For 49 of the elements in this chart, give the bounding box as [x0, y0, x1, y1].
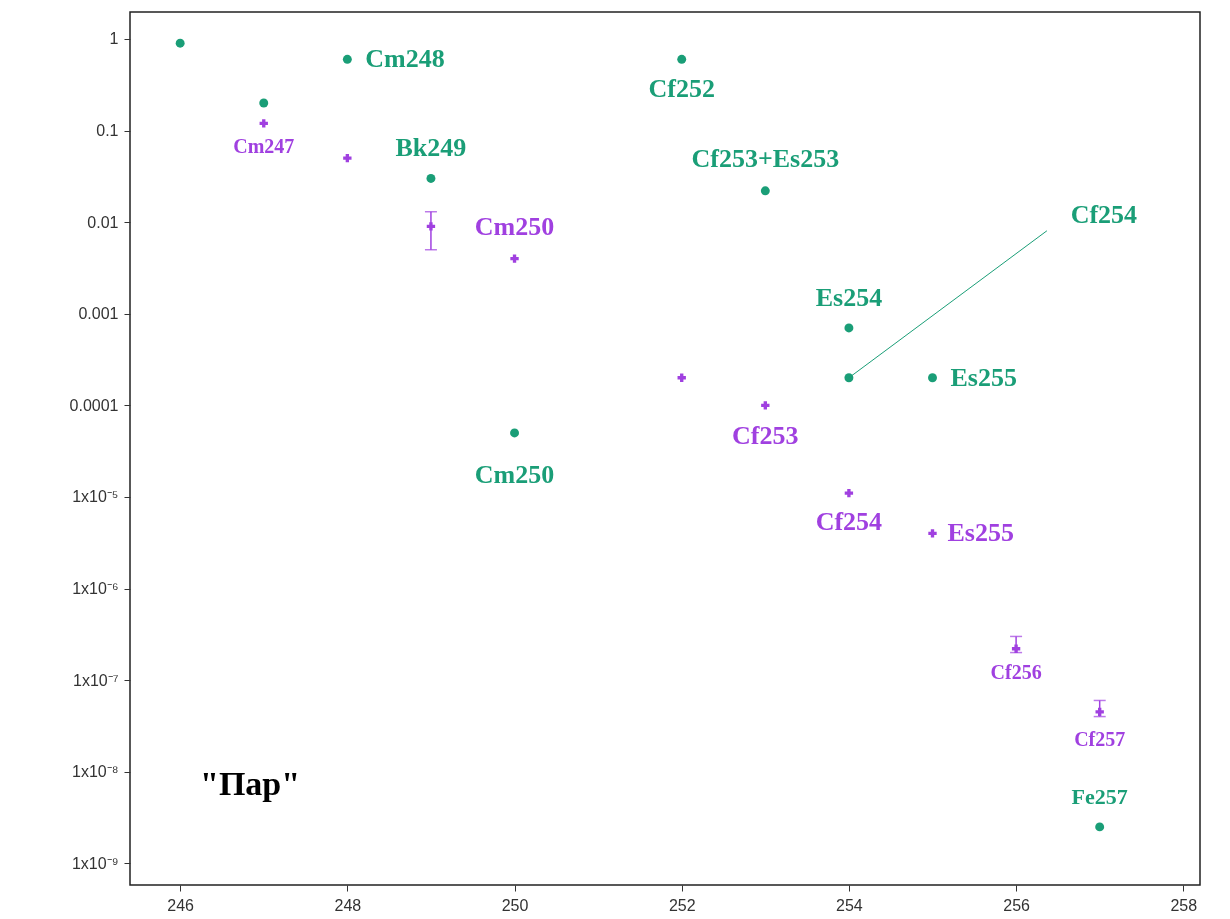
- point: [1095, 822, 1105, 832]
- point: [510, 254, 519, 263]
- point: [760, 186, 770, 196]
- x-tick-label: 252: [668, 896, 696, 914]
- y-tick-label: 0.1: [96, 122, 119, 140]
- annotation: Cf253: [732, 421, 799, 451]
- point: [844, 323, 854, 333]
- point: [928, 373, 937, 383]
- point: [259, 98, 269, 108]
- point: [761, 401, 770, 410]
- x-tick-label: 248: [334, 896, 362, 914]
- annotation: Cm248: [365, 44, 445, 74]
- x-tick-label: 254: [836, 896, 863, 914]
- annotation: Cf256: [990, 660, 1042, 683]
- annotation: Cm250: [474, 459, 555, 489]
- y-tick-label: 1x10⁻⁹: [71, 854, 119, 872]
- annotation: Cf252: [648, 74, 715, 104]
- annotation: Es254: [815, 282, 883, 312]
- annotation: Cm250: [474, 211, 555, 241]
- point: [844, 488, 854, 498]
- annotation: Fe257: [1071, 783, 1128, 809]
- point: [928, 529, 937, 538]
- y-tick-label: 0.01: [87, 213, 119, 231]
- y-tick-label: 1: [109, 30, 119, 48]
- y-tick-label: 0.001: [78, 305, 119, 323]
- y-tick-label: 1x10⁻⁸: [72, 763, 119, 781]
- annotation: Cf257: [1074, 727, 1126, 750]
- y-tick-label: 1x10⁻⁷: [73, 671, 119, 689]
- annotation: Es255: [947, 518, 1014, 548]
- y-tick-label: 0.0001: [69, 396, 119, 414]
- x-tick-label: 246: [167, 896, 195, 914]
- x-tick-label: 250: [501, 896, 529, 914]
- annotation: Cf253+Es253: [691, 143, 840, 173]
- point: [426, 174, 436, 183]
- annotation: Bk249: [395, 133, 467, 163]
- annotation: Cm247: [233, 135, 295, 158]
- annotation: "Пар": [200, 765, 301, 802]
- x-tick-label: 258: [1170, 896, 1198, 914]
- x-tick-label: 256: [1003, 896, 1031, 914]
- point: [510, 428, 519, 438]
- annotation: Es255: [950, 362, 1017, 392]
- point: [342, 54, 352, 64]
- y-tick-label: 1x10⁻⁶: [72, 580, 119, 598]
- point: [677, 54, 687, 64]
- y-tick-label: 1x10⁻⁵: [72, 488, 119, 506]
- annotation: Cf254: [1070, 199, 1138, 229]
- point: [343, 153, 352, 163]
- point: [175, 38, 185, 48]
- annotation: Cf254: [815, 507, 883, 537]
